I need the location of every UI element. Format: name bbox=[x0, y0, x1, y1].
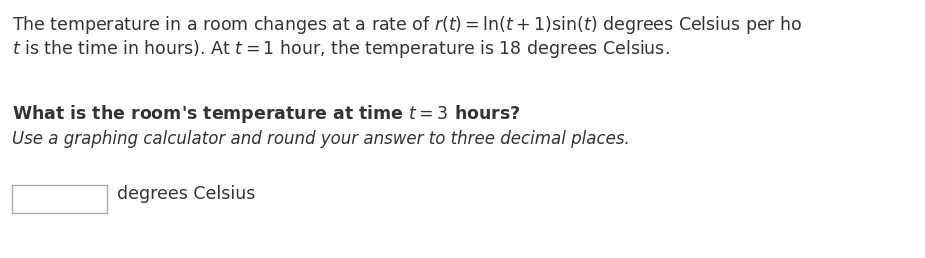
Text: degrees Celsius: degrees Celsius bbox=[117, 185, 255, 203]
Text: Use a graphing calculator and round your answer to three decimal places.: Use a graphing calculator and round your… bbox=[12, 130, 630, 148]
Text: What is the room's temperature at time $t = 3$ hours?: What is the room's temperature at time $… bbox=[12, 103, 521, 125]
Text: The temperature in a room changes at a rate of $r(t) = \ln(t + 1)\sin(t)$ degree: The temperature in a room changes at a r… bbox=[12, 14, 802, 36]
Text: $t$ is the time in hours). At $t = 1$ hour, the temperature is 18 degrees Celsiu: $t$ is the time in hours). At $t = 1$ ho… bbox=[12, 38, 670, 60]
